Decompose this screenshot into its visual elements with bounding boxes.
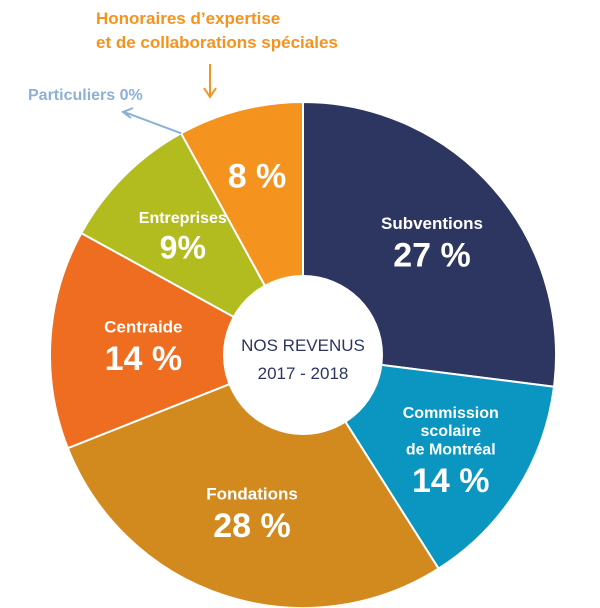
callout-honoraires-arrow <box>203 64 217 99</box>
donut-center: NOS REVENUS 2017 - 2018 <box>223 275 383 435</box>
callout-labels: Honoraires d’expertise et de collaboratio… <box>28 9 338 135</box>
slice-label-entreprises: Entreprises <box>139 210 227 227</box>
slice-commission-scolaire-de-montreal <box>301 353 556 570</box>
slice-label-subventions: Subventions <box>381 214 483 233</box>
center-title: NOS REVENUS <box>241 336 365 355</box>
slice-value-commission-scolaire-de-montreal: 14 % <box>412 462 490 500</box>
slice-centraide <box>49 231 306 450</box>
slice-value-subventions: 27 % <box>393 236 471 274</box>
callout-particuliers-arrow <box>120 107 182 135</box>
slice-label-fondations: Fondations <box>206 485 298 504</box>
slice-label-commission-scolaire-de-montreal-line-1: Commission <box>403 405 499 422</box>
slice-label-commission-scolaire-de-montreal-line-3: de Montréal <box>406 442 496 459</box>
slice-label-centraide: Centraide <box>104 318 182 337</box>
slice-value-entreprises: 9% <box>160 229 206 265</box>
donut-hole <box>223 275 383 435</box>
slice-value-centraide: 14 % <box>105 340 183 378</box>
slice-value-fondations: 28 % <box>213 507 291 545</box>
callout-honoraires-line-2: et de collaborations spéciales <box>96 33 338 52</box>
center-subtitle: 2017 - 2018 <box>258 364 349 383</box>
slice-fondations <box>66 353 440 608</box>
slice-value-honoraires-d-expertise-et-de-collaborations-speciales: 8 % <box>228 158 287 196</box>
callout-honoraires-line-1: Honoraires d’expertise <box>96 9 280 28</box>
callout-particuliers: Particuliers 0% <box>28 87 143 104</box>
slice-label-commission-scolaire-de-montreal-line-2: scolaire <box>421 423 482 440</box>
